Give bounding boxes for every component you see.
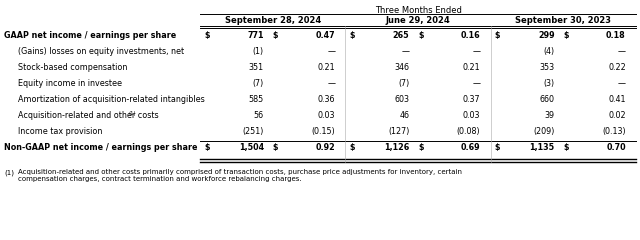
Text: 0.92: 0.92 (316, 143, 335, 152)
Text: (Gains) losses on equity investments, net: (Gains) losses on equity investments, ne… (18, 47, 184, 56)
Text: 0.69: 0.69 (461, 143, 481, 152)
Text: (0.08): (0.08) (457, 127, 481, 136)
Text: 1,504: 1,504 (239, 143, 264, 152)
Text: —: — (618, 79, 626, 88)
Text: —: — (618, 47, 626, 56)
Text: $: $ (418, 143, 424, 152)
Text: 56: 56 (254, 111, 264, 120)
Text: 351: 351 (249, 63, 264, 72)
Text: $: $ (418, 31, 424, 40)
Text: Acquisition-related and other costs primarily comprised of transaction costs, pu: Acquisition-related and other costs prim… (18, 169, 462, 182)
Text: $: $ (495, 31, 500, 40)
Text: (4): (4) (543, 47, 555, 56)
Text: Non-GAAP net income / earnings per share: Non-GAAP net income / earnings per share (4, 143, 198, 152)
Text: 1,135: 1,135 (529, 143, 555, 152)
Text: 0.16: 0.16 (461, 31, 481, 40)
Text: —: — (472, 47, 481, 56)
Text: Stock-based compensation: Stock-based compensation (18, 63, 127, 72)
Text: 0.18: 0.18 (606, 31, 626, 40)
Text: 39: 39 (545, 111, 555, 120)
Text: 0.41: 0.41 (609, 95, 626, 104)
Text: Acquisition-related and other costs: Acquisition-related and other costs (18, 111, 159, 120)
Text: 0.36: 0.36 (317, 95, 335, 104)
Text: (7): (7) (398, 79, 410, 88)
Text: (251): (251) (243, 127, 264, 136)
Text: 0.03: 0.03 (463, 111, 481, 120)
Text: June 29, 2024: June 29, 2024 (386, 16, 451, 25)
Text: $: $ (204, 143, 209, 152)
Text: 0.21: 0.21 (463, 63, 481, 72)
Text: 771: 771 (248, 31, 264, 40)
Text: 46: 46 (399, 111, 410, 120)
Text: —: — (472, 79, 481, 88)
Text: (1): (1) (4, 169, 14, 175)
Text: 0.70: 0.70 (606, 143, 626, 152)
Text: 0.22: 0.22 (608, 63, 626, 72)
Text: (0.13): (0.13) (602, 127, 626, 136)
Text: September 30, 2023: September 30, 2023 (515, 16, 611, 25)
Text: (0.15): (0.15) (312, 127, 335, 136)
Text: 265: 265 (393, 31, 410, 40)
Text: 660: 660 (540, 95, 555, 104)
Text: 0.21: 0.21 (317, 63, 335, 72)
Text: 0.02: 0.02 (608, 111, 626, 120)
Text: Income tax provision: Income tax provision (18, 127, 102, 136)
Text: (1): (1) (253, 47, 264, 56)
Text: 299: 299 (538, 31, 555, 40)
Text: 603: 603 (394, 95, 410, 104)
Text: $: $ (563, 31, 569, 40)
Text: $: $ (495, 143, 500, 152)
Text: GAAP net income / earnings per share: GAAP net income / earnings per share (4, 31, 176, 40)
Text: —: — (327, 79, 335, 88)
Text: 346: 346 (394, 63, 410, 72)
Text: 0.47: 0.47 (316, 31, 335, 40)
Text: $: $ (273, 31, 278, 40)
Text: (3): (3) (543, 79, 555, 88)
Text: $: $ (204, 31, 209, 40)
Text: $: $ (349, 143, 355, 152)
Text: (127): (127) (388, 127, 410, 136)
Text: —: — (327, 47, 335, 56)
Text: Amortization of acquisition-related intangibles: Amortization of acquisition-related inta… (18, 95, 205, 104)
Text: 353: 353 (540, 63, 555, 72)
Text: 1,126: 1,126 (384, 143, 410, 152)
Text: September 28, 2024: September 28, 2024 (225, 16, 321, 25)
Text: (7): (7) (253, 79, 264, 88)
Text: Three Months Ended: Three Months Ended (374, 6, 461, 15)
Text: 0.03: 0.03 (317, 111, 335, 120)
Text: $: $ (273, 143, 278, 152)
Text: 0.37: 0.37 (463, 95, 481, 104)
Text: Equity income in investee: Equity income in investee (18, 79, 122, 88)
Text: $: $ (563, 143, 569, 152)
Text: $: $ (349, 31, 355, 40)
Text: —: — (401, 47, 410, 56)
Text: 585: 585 (249, 95, 264, 104)
Text: (209): (209) (533, 127, 555, 136)
Text: (1): (1) (128, 111, 136, 116)
